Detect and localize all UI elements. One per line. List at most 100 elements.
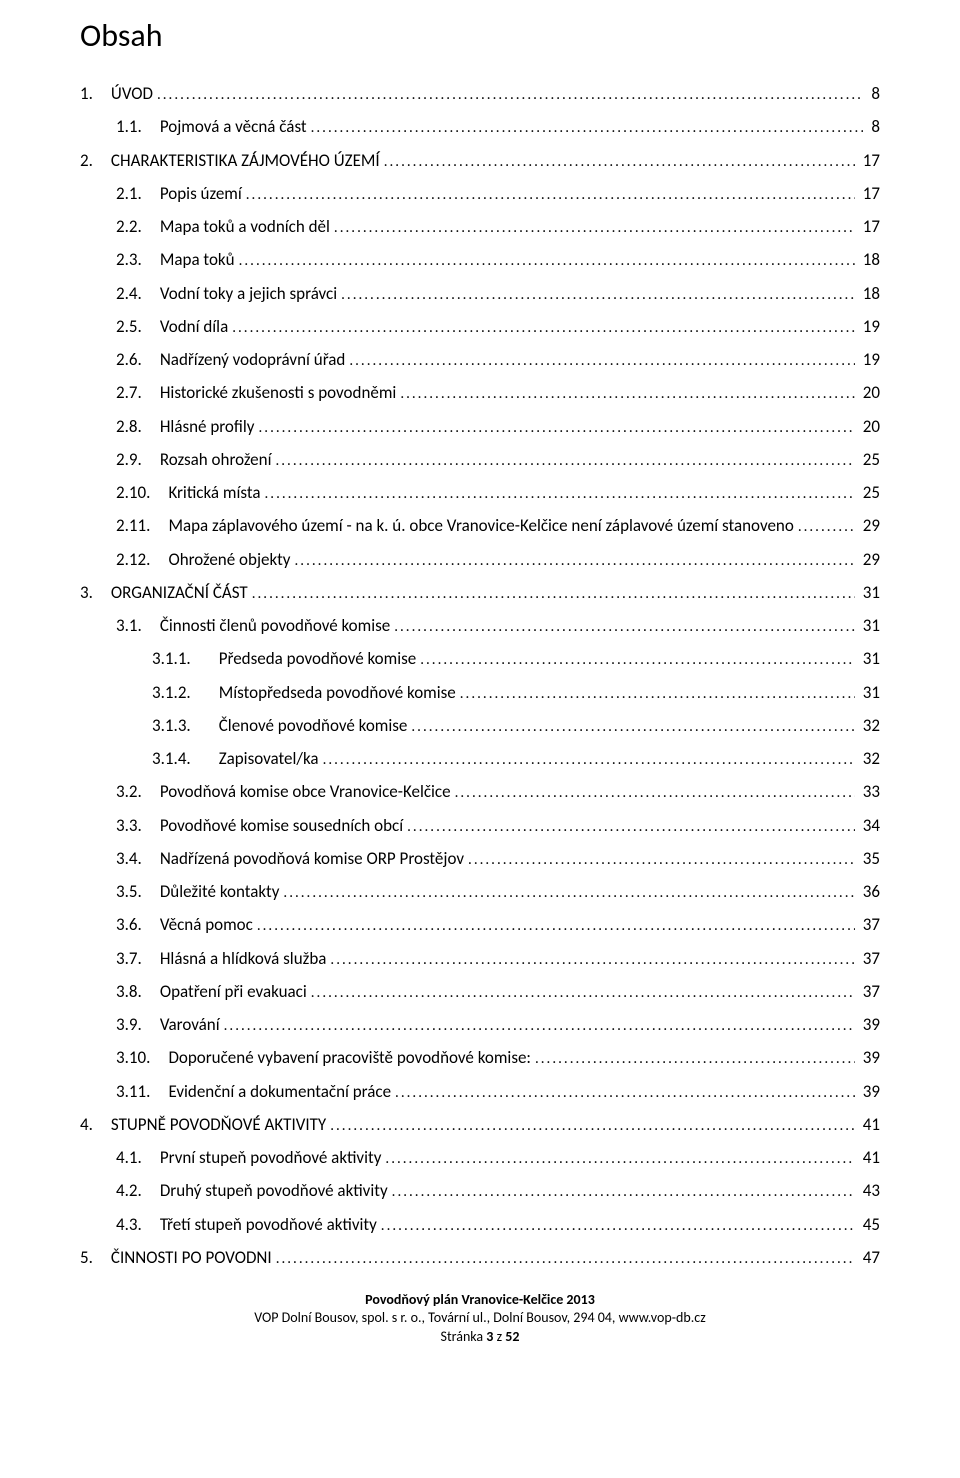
- toc-number: 4.3.: [116, 1214, 160, 1235]
- toc-entry[interactable]: 1.1.Pojmová a věcná část 8: [80, 116, 880, 138]
- toc-page-number: 41: [859, 1147, 880, 1168]
- toc-leader-dots: [265, 482, 855, 504]
- toc-entry[interactable]: 2.9.Rozsah ohrožení 25: [80, 449, 880, 471]
- toc-entry[interactable]: 3.3.Povodňové komise sousedních obcí 34: [80, 815, 880, 837]
- toc-page-number: 41: [859, 1114, 880, 1135]
- toc-text: Hlásná a hlídková služba: [160, 948, 327, 969]
- toc-page-number: 31: [859, 615, 880, 636]
- toc-entry[interactable]: 3.1.2.Místopředseda povodňové komise 31: [80, 682, 880, 704]
- toc-entry[interactable]: 3.7.Hlásná a hlídková služba 37: [80, 948, 880, 970]
- toc-leader-dots: [395, 1081, 855, 1103]
- toc-page-number: 20: [859, 416, 880, 437]
- toc-leader-dots: [420, 648, 855, 670]
- toc-entry[interactable]: 1.ÚVOD 8: [80, 83, 880, 105]
- toc-page-number: 37: [859, 948, 880, 969]
- toc-number: 4.2.: [116, 1180, 160, 1201]
- toc-entry[interactable]: 4.STUPNĚ POVODŇOVÉ AKTIVITY 41: [80, 1114, 880, 1136]
- toc-entry[interactable]: 3.9.Varování 39: [80, 1014, 880, 1036]
- toc-leader-dots: [295, 549, 855, 571]
- toc-entry[interactable]: 4.2.Druhý stupeň povodňové aktivity 43: [80, 1180, 880, 1202]
- toc-page-number: 18: [859, 249, 880, 270]
- toc-leader-dots: [157, 83, 863, 105]
- toc-entry[interactable]: 3.2.Povodňová komise obce Vranovice-Kelč…: [80, 781, 880, 803]
- toc-text: Kritická místa: [168, 482, 260, 503]
- toc-number: 3.3.: [116, 815, 160, 836]
- toc-text: První stupeň povodňové aktivity: [160, 1147, 382, 1168]
- toc-entry[interactable]: 2.2.Mapa toků a vodních děl 17: [80, 216, 880, 238]
- toc-entry[interactable]: 3.10.Doporučené vybavení pracoviště povo…: [80, 1047, 880, 1069]
- toc-number: 2.3.: [116, 249, 160, 270]
- toc-leader-dots: [311, 981, 855, 1003]
- toc-page-number: 39: [859, 1081, 880, 1102]
- toc-entry[interactable]: 2.8.Hlásné profily 20: [80, 416, 880, 438]
- toc-entry[interactable]: 2.7.Historické zkušenosti s povodněmi 20: [80, 382, 880, 404]
- toc-entry[interactable]: 5.ČINNOSTI PO POVODNI 47: [80, 1247, 880, 1269]
- toc-entry[interactable]: 3.11.Evidenční a dokumentační práce 39: [80, 1081, 880, 1103]
- toc-number: 3.10.: [116, 1047, 168, 1068]
- document-page: Obsah 1.ÚVOD 81.1.Pojmová a věcná část 8…: [0, 0, 960, 1478]
- toc-text: Vodní díla: [160, 316, 228, 337]
- toc-leader-dots: [311, 116, 864, 138]
- toc-entry[interactable]: 3.6.Věcná pomoc 37: [80, 914, 880, 936]
- toc-text: Důležité kontakty: [160, 881, 280, 902]
- toc-text: ÚVOD: [111, 83, 153, 104]
- toc-page-number: 39: [859, 1047, 880, 1068]
- toc-entry[interactable]: 3.1.1.Předseda povodňové komise 31: [80, 648, 880, 670]
- toc-text: Evidenční a dokumentační práce: [168, 1081, 391, 1102]
- toc-entry[interactable]: 2.10.Kritická místa 25: [80, 482, 880, 504]
- toc-entry[interactable]: 3.1.3.Členové povodňové komise 32: [80, 715, 880, 737]
- toc-number: 2.10.: [116, 482, 168, 503]
- toc-page-number: 43: [859, 1180, 880, 1201]
- toc-page-number: 36: [859, 881, 880, 902]
- toc-leader-dots: [330, 948, 854, 970]
- toc-leader-dots: [798, 515, 855, 537]
- toc-text: Hlásné profily: [160, 416, 255, 437]
- toc-text: Zapisovatel/ka: [219, 748, 319, 769]
- toc-text: Činnosti členů povodňové komise: [160, 615, 390, 636]
- toc-leader-dots: [246, 183, 855, 205]
- toc-number: 2.8.: [116, 416, 160, 437]
- toc-number: 3.4.: [116, 848, 160, 869]
- toc-leader-dots: [535, 1047, 855, 1069]
- toc-entry[interactable]: 2.6.Nadřízený vodoprávní úřad 19: [80, 349, 880, 371]
- toc-entry[interactable]: 2.CHARAKTERISTIKA ZÁJMOVÉHO ÚZEMÍ 17: [80, 150, 880, 172]
- toc-entry[interactable]: 3.1.4.Zapisovatel/ka 32: [80, 748, 880, 770]
- toc-number: 2.2.: [116, 216, 160, 237]
- toc-leader-dots: [334, 216, 855, 238]
- toc-entry[interactable]: 2.5.Vodní díla 19: [80, 316, 880, 338]
- toc-number: 3.1.4.: [152, 748, 219, 769]
- toc-page-number: 18: [859, 283, 880, 304]
- toc-entry[interactable]: 2.1.Popis území 17: [80, 183, 880, 205]
- toc-entry[interactable]: 3.5.Důležité kontakty 36: [80, 881, 880, 903]
- toc-number: 5.: [80, 1247, 111, 1268]
- toc-text: Předseda povodňové komise: [219, 648, 416, 669]
- toc-number: 3.2.: [116, 781, 160, 802]
- toc-leader-dots: [392, 1180, 855, 1202]
- toc-page-number: 19: [859, 349, 880, 370]
- toc-number: 3.1.2.: [152, 682, 219, 703]
- toc-entry[interactable]: 4.1.První stupeň povodňové aktivity 41: [80, 1147, 880, 1169]
- toc-number: 3.9.: [116, 1014, 160, 1035]
- toc-entry[interactable]: 2.3.Mapa toků 18: [80, 249, 880, 271]
- toc-page-number: 17: [859, 216, 880, 237]
- toc-page-number: 35: [859, 848, 880, 869]
- toc-text: Mapa toků a vodních děl: [160, 216, 330, 237]
- toc-entry[interactable]: 3.4.Nadřízená povodňová komise ORP Prost…: [80, 848, 880, 870]
- toc-leader-dots: [330, 1114, 855, 1136]
- toc-entry[interactable]: 2.4.Vodní toky a jejich správci 18: [80, 283, 880, 305]
- toc-page-number: 8: [867, 116, 880, 137]
- toc-entry[interactable]: 3.ORGANIZAČNÍ ČÁST 31: [80, 582, 880, 604]
- toc-leader-dots: [239, 249, 855, 271]
- toc-leader-dots: [259, 416, 855, 438]
- toc-entry[interactable]: 2.12.Ohrožené objekty 29: [80, 549, 880, 571]
- toc-text: ČINNOSTI PO POVODNI: [111, 1247, 272, 1268]
- toc-entry[interactable]: 2.11.Mapa záplavového území - na k. ú. o…: [80, 515, 880, 537]
- toc-entry[interactable]: 3.8.Opatření při evakuaci 37: [80, 981, 880, 1003]
- toc-entry[interactable]: 3.1.Činnosti členů povodňové komise 31: [80, 615, 880, 637]
- toc-page-number: 8: [867, 83, 880, 104]
- toc-text: STUPNĚ POVODŇOVÉ AKTIVITY: [111, 1114, 326, 1135]
- toc-entry[interactable]: 4.3.Třetí stupeň povodňové aktivity 45: [80, 1214, 880, 1236]
- toc-number: 4.: [80, 1114, 111, 1135]
- footer-pagenum: Stránka 3 z 52: [80, 1328, 880, 1347]
- toc-leader-dots: [455, 781, 855, 803]
